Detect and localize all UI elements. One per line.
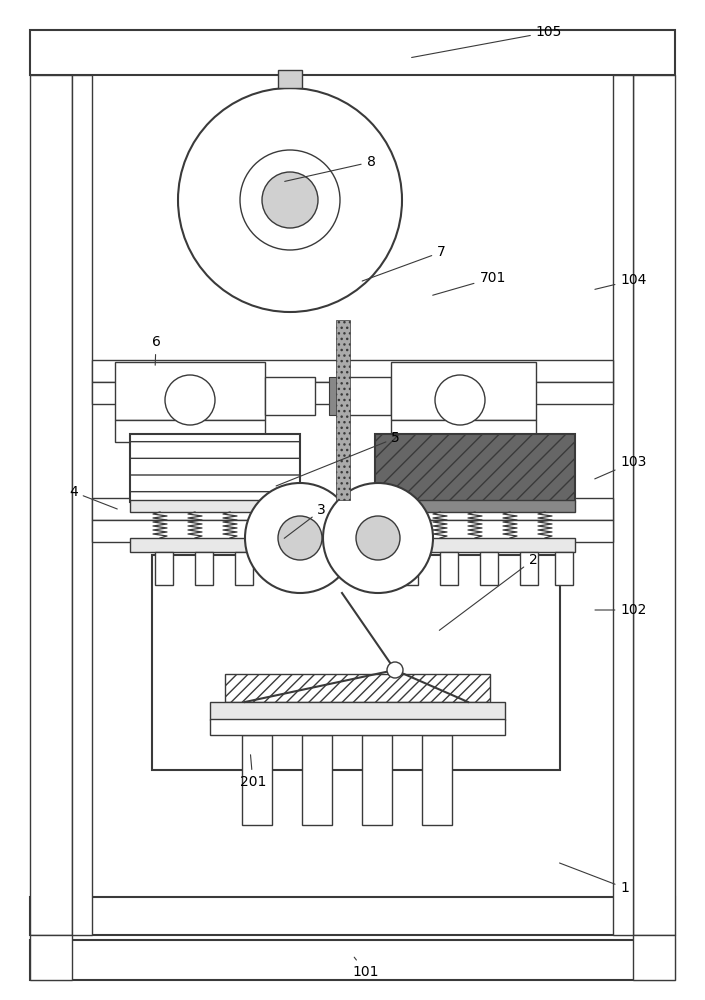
Bar [341, 377, 391, 415]
Bar [130, 500, 300, 512]
Text: 8: 8 [285, 155, 376, 181]
Bar [633, 75, 675, 935]
Bar [30, 940, 675, 980]
Circle shape [262, 172, 318, 228]
Bar [375, 500, 575, 512]
Circle shape [323, 483, 433, 593]
Bar [555, 552, 573, 585]
Text: 6: 6 [152, 335, 161, 365]
Text: 701: 701 [433, 271, 505, 295]
Bar [275, 552, 293, 585]
Bar [422, 735, 452, 825]
Circle shape [240, 150, 340, 250]
Circle shape [387, 662, 403, 678]
Text: 5: 5 [276, 431, 400, 486]
Bar [302, 735, 332, 825]
Bar [92, 498, 613, 520]
Circle shape [278, 516, 322, 560]
Bar [115, 362, 265, 420]
Text: 7: 7 [362, 245, 446, 281]
Bar [30, 935, 72, 980]
Bar [92, 360, 613, 382]
Bar [225, 674, 490, 702]
Circle shape [356, 516, 400, 560]
Text: 2: 2 [439, 553, 537, 630]
Bar [391, 362, 536, 420]
Bar [265, 377, 315, 415]
Bar [130, 538, 300, 552]
Bar [30, 897, 675, 935]
Circle shape [435, 375, 485, 425]
Text: 101: 101 [352, 957, 379, 979]
Bar [115, 420, 265, 442]
Text: 103: 103 [595, 455, 646, 479]
Bar [480, 552, 498, 585]
Bar [329, 377, 341, 415]
Text: 1: 1 [560, 863, 630, 895]
Bar [391, 420, 536, 442]
Bar [375, 434, 575, 502]
Bar [30, 75, 72, 935]
Bar [440, 552, 458, 585]
Bar [362, 735, 392, 825]
Bar [210, 719, 505, 735]
Circle shape [178, 88, 402, 312]
Bar [633, 935, 675, 980]
Bar [92, 520, 613, 542]
Bar [210, 702, 505, 720]
Bar [195, 552, 213, 585]
Bar [400, 552, 418, 585]
Bar [336, 320, 350, 500]
Bar [130, 434, 300, 502]
Bar [152, 555, 560, 770]
Circle shape [245, 483, 355, 593]
Circle shape [165, 375, 215, 425]
Bar [92, 382, 613, 404]
Bar [30, 30, 675, 75]
Text: 102: 102 [595, 603, 646, 617]
Text: 105: 105 [412, 25, 562, 57]
Text: 4: 4 [69, 485, 117, 509]
Text: 3: 3 [284, 503, 326, 538]
Bar [72, 75, 92, 935]
Text: 201: 201 [240, 755, 266, 789]
Bar [375, 538, 575, 552]
Bar [278, 70, 302, 88]
Bar [242, 735, 272, 825]
Bar [613, 75, 633, 935]
Bar [235, 552, 253, 585]
Text: 104: 104 [595, 273, 646, 289]
Bar [155, 552, 173, 585]
Bar [520, 552, 538, 585]
